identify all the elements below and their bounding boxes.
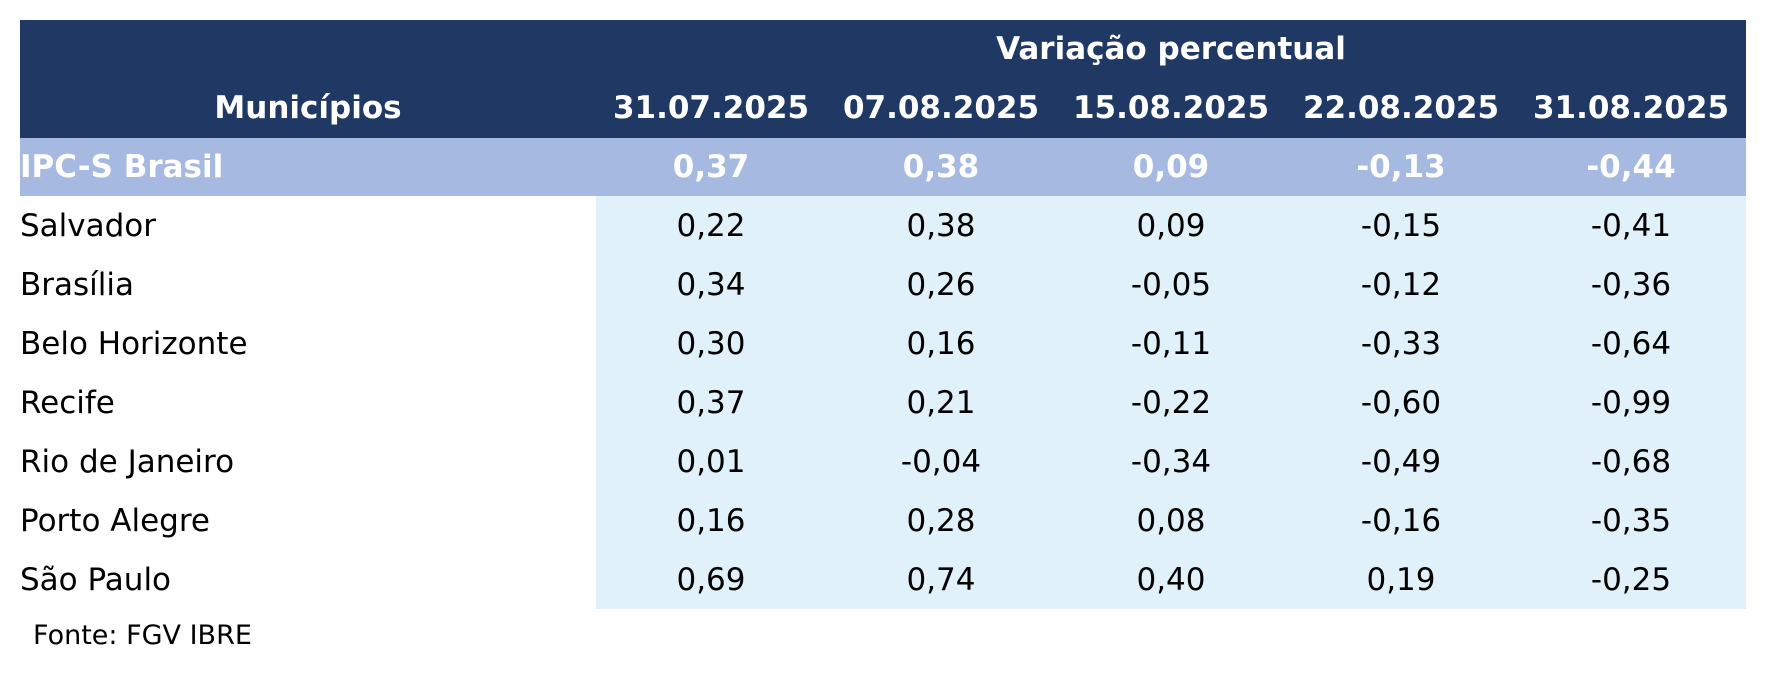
source-note: Fonte: FGV IBRE: [33, 620, 252, 651]
value-cell: 0,34: [596, 255, 826, 314]
value-cell: -0,36: [1516, 255, 1746, 314]
value-cell: 0,28: [826, 491, 1056, 550]
value-cell: -0,35: [1516, 491, 1746, 550]
value-cell: 0,01: [596, 432, 826, 491]
group-header-row: Variação percentual: [20, 20, 1746, 78]
column-header: 22.08.2025: [1286, 78, 1516, 138]
value-cell: -0,34: [1056, 432, 1286, 491]
value-cell: -0,05: [1056, 255, 1286, 314]
value-cell: 0,26: [826, 255, 1056, 314]
summary-value-cell: 0,38: [826, 138, 1056, 196]
city-name-cell: Porto Alegre: [20, 491, 596, 550]
value-cell: 0,69: [596, 550, 826, 609]
value-cell: -0,11: [1056, 314, 1286, 373]
table-row: Belo Horizonte 0,30 0,16 -0,11 -0,33 -0,64: [20, 314, 1746, 373]
value-cell: -0,33: [1286, 314, 1516, 373]
city-name-cell: São Paulo: [20, 550, 596, 609]
city-name-cell: Recife: [20, 373, 596, 432]
table-body: IPC-S Brasil 0,37 0,38 0,09 -0,13 -0,44 Salv…: [20, 138, 1746, 609]
value-cell: 0,22: [596, 196, 826, 255]
table-row: São Paulo 0,69 0,74 0,40 0,19 -0,25: [20, 550, 1746, 609]
city-name-cell: Brasília: [20, 255, 596, 314]
value-cell: 0,21: [826, 373, 1056, 432]
table-row: Brasília 0,34 0,26 -0,05 -0,12 -0,36: [20, 255, 1746, 314]
summary-value-cell: 0,37: [596, 138, 826, 196]
summary-value-cell: -0,13: [1286, 138, 1516, 196]
summary-value-cell: -0,44: [1516, 138, 1746, 196]
empty-corner-cell: [20, 20, 596, 78]
value-cell: -0,15: [1286, 196, 1516, 255]
column-header-row: Municípios 31.07.2025 07.08.2025 15.08.202…: [20, 78, 1746, 138]
value-cell: -0,60: [1286, 373, 1516, 432]
value-cell: 0,30: [596, 314, 826, 373]
city-name-cell: Rio de Janeiro: [20, 432, 596, 491]
table-row: Recife 0,37 0,21 -0,22 -0,60 -0,99: [20, 373, 1746, 432]
row-header: Municípios: [20, 78, 596, 138]
column-header: 31.07.2025: [596, 78, 826, 138]
city-name-cell: Belo Horizonte: [20, 314, 596, 373]
value-cell: 0,09: [1056, 196, 1286, 255]
column-header: 07.08.2025: [826, 78, 1056, 138]
city-name-cell: Salvador: [20, 196, 596, 255]
table-row: Porto Alegre 0,16 0,28 0,08 -0,16 -0,35: [20, 491, 1746, 550]
value-cell: -0,68: [1516, 432, 1746, 491]
value-cell: 0,74: [826, 550, 1056, 609]
value-cell: 0,19: [1286, 550, 1516, 609]
value-cell: -0,22: [1056, 373, 1286, 432]
column-header: 15.08.2025: [1056, 78, 1286, 138]
value-cell: -0,64: [1516, 314, 1746, 373]
value-cell: -0,49: [1286, 432, 1516, 491]
ipc-s-table: Variação percentual Municípios 31.07.202…: [20, 20, 1746, 609]
summary-row-name: IPC-S Brasil: [20, 138, 596, 196]
value-cell: -0,12: [1286, 255, 1516, 314]
value-cell: 0,38: [826, 196, 1056, 255]
value-cell: 0,37: [596, 373, 826, 432]
column-header: 31.08.2025: [1516, 78, 1746, 138]
value-cell: -0,25: [1516, 550, 1746, 609]
value-cell: -0,99: [1516, 373, 1746, 432]
value-cell: -0,04: [826, 432, 1056, 491]
group-header: Variação percentual: [596, 20, 1746, 78]
value-cell: 0,08: [1056, 491, 1286, 550]
table-row: Rio de Janeiro 0,01 -0,04 -0,34 -0,49 -0,68: [20, 432, 1746, 491]
value-cell: -0,16: [1286, 491, 1516, 550]
summary-row: IPC-S Brasil 0,37 0,38 0,09 -0,13 -0,44: [20, 138, 1746, 196]
value-cell: 0,16: [596, 491, 826, 550]
table-row: Salvador 0,22 0,38 0,09 -0,15 -0,41: [20, 196, 1746, 255]
value-cell: 0,40: [1056, 550, 1286, 609]
value-cell: 0,16: [826, 314, 1056, 373]
value-cell: -0,41: [1516, 196, 1746, 255]
summary-value-cell: 0,09: [1056, 138, 1286, 196]
